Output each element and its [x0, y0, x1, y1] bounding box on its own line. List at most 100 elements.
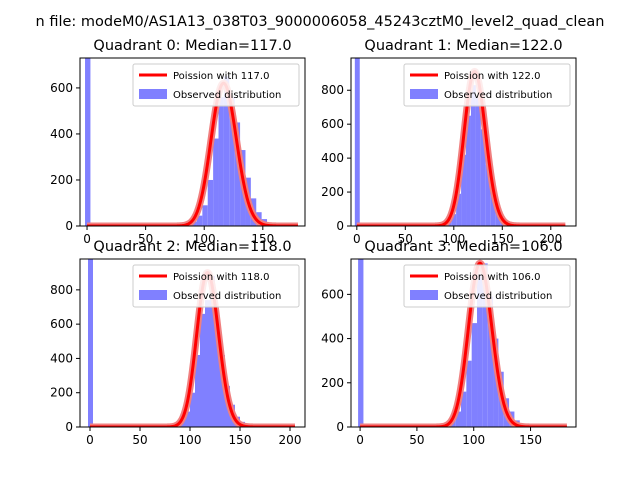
histogram-bar [207, 179, 214, 226]
histogram-bar [480, 129, 486, 226]
quadrant-1-axes-frame [350, 57, 577, 227]
quadrant-2-panel: Quadrant 2: Median=118.0 0 50 100 150 200 0 200… [50, 239, 306, 447]
quadrant-0-title: Quadrant 0: Median=117.0 [93, 38, 291, 54]
y-tick-label: 0 [336, 420, 344, 434]
x-tick-label: 50 [132, 433, 147, 447]
quadrant-3-axes-frame [350, 258, 577, 428]
histogram-bar [475, 97, 481, 226]
histogram-bar [196, 215, 203, 226]
y-tick-label: 600 [321, 117, 344, 131]
y-tick-label: 0 [336, 219, 344, 233]
histogram-bar [205, 300, 210, 427]
poisson-curve [89, 271, 296, 427]
quadrant-1-plot-area [353, 58, 569, 226]
histogram-bar [477, 274, 483, 427]
x-tick-label: 150 [251, 232, 274, 246]
quadrant-2-plot-area [87, 259, 298, 427]
histogram-bar [195, 355, 200, 427]
histogram-bar [234, 122, 241, 226]
x-tick-label: 200 [539, 232, 562, 246]
histogram-bar [471, 323, 478, 427]
poisson-curve [86, 81, 299, 226]
legend-box [403, 63, 571, 107]
quadrant-2-axes-frame [79, 258, 306, 428]
legend-bar-label: Observed distribution [173, 291, 281, 302]
y-tick-label: 600 [50, 81, 73, 95]
zero-bin-bar [88, 259, 93, 427]
x-tick-label: 0 [83, 232, 91, 246]
legend-line-label: Poission with 106.0 [444, 272, 540, 283]
histogram-bar [470, 85, 476, 226]
legend-line-label: Poission with 118.0 [173, 272, 269, 283]
y-tick-label: 400 [50, 351, 73, 365]
y-tick-label: 200 [50, 386, 73, 400]
legend-bar-swatch [410, 89, 438, 99]
histogram-bar [210, 276, 215, 427]
legend-bar-swatch [139, 290, 167, 300]
y-tick-label: 0 [65, 219, 73, 233]
y-tick-label: 800 [321, 83, 344, 97]
quadrant-3-title: Quadrant 3: Median=106.0 [364, 239, 562, 255]
y-tick-label: 800 [50, 283, 73, 297]
histogram-bar [190, 392, 195, 427]
x-tick-label: 0 [353, 232, 361, 246]
x-tick-label: 200 [279, 433, 302, 447]
zero-bin-bar [85, 58, 91, 226]
legend-box [132, 63, 300, 107]
legend-box [403, 264, 571, 308]
x-tick-label: 100 [442, 232, 465, 246]
histogram-bar [229, 97, 235, 226]
histogram-bar [490, 192, 496, 226]
x-tick-label: 150 [491, 232, 514, 246]
quadrant-0-panel: Quadrant 0: Median=117.0 0 50 100 150 0 200 400… [50, 38, 306, 246]
histogram-bar [466, 360, 472, 427]
histogram-bar [466, 115, 471, 226]
y-tick-label: 200 [321, 185, 344, 199]
y-tick-label: 600 [50, 317, 73, 331]
zero-bin-bar [354, 58, 360, 226]
histogram-bar [461, 154, 467, 226]
legend-bar-label: Observed distribution [444, 291, 552, 302]
legend-bar-swatch [139, 89, 167, 99]
x-tick-label: 100 [462, 433, 485, 447]
legend-bar-label: Observed distribution [444, 90, 552, 101]
histogram-bar [185, 411, 190, 427]
histogram-bar [493, 338, 499, 427]
quadrant-3-panel: Quadrant 3: Median=106.0 0 50 100 150 0 200 400… [321, 239, 577, 447]
histogram-bar [485, 164, 491, 226]
histogram-bar [482, 263, 488, 427]
y-tick-label: 400 [321, 332, 344, 346]
quadrant-1-legend: Poission with 122.0 Observed distribution [403, 63, 571, 107]
y-tick-label: 200 [50, 173, 73, 187]
histogram-bar [455, 411, 461, 427]
legend-line-label: Poission with 122.0 [444, 71, 540, 82]
y-tick-label: 200 [321, 376, 344, 390]
quadrant-2-title: Quadrant 2: Median=118.0 [93, 239, 291, 255]
zero-bin-bar [358, 259, 364, 427]
quadrant-3-legend: Poission with 106.0 Observed distribution [403, 264, 571, 308]
histogram-bar [220, 355, 225, 427]
legend-bar-swatch [410, 290, 438, 300]
x-tick-label: 150 [229, 433, 252, 447]
histogram-bar [456, 193, 462, 226]
x-tick-label: 0 [356, 433, 364, 447]
y-tick-label: 0 [65, 420, 73, 434]
figure-suptitle: n file: modeM0/AS1A13_038T03_9000006058_… [36, 14, 605, 30]
legend-line-label: Poission with 117.0 [173, 71, 269, 82]
x-tick-label: 50 [138, 232, 153, 246]
x-tick-label: 100 [193, 232, 216, 246]
legend-box [132, 264, 300, 308]
histogram-bar [202, 205, 208, 226]
histogram-bar [451, 214, 457, 226]
histogram-bar [487, 296, 494, 427]
histogram-bar [218, 97, 224, 226]
histogram-bar [461, 391, 467, 427]
histogram-bar [215, 315, 220, 427]
x-tick-label: 50 [409, 433, 424, 447]
quadrant-panels: Quadrant 0: Median=117.0 0 50 100 150 0 200 400… [50, 38, 577, 447]
x-tick-label: 150 [519, 433, 542, 447]
quadrant-0-legend: Poission with 117.0 Observed distribution [132, 63, 300, 107]
quadrant-1-title: Quadrant 1: Median=122.0 [364, 38, 562, 54]
x-tick-label: 0 [86, 433, 94, 447]
